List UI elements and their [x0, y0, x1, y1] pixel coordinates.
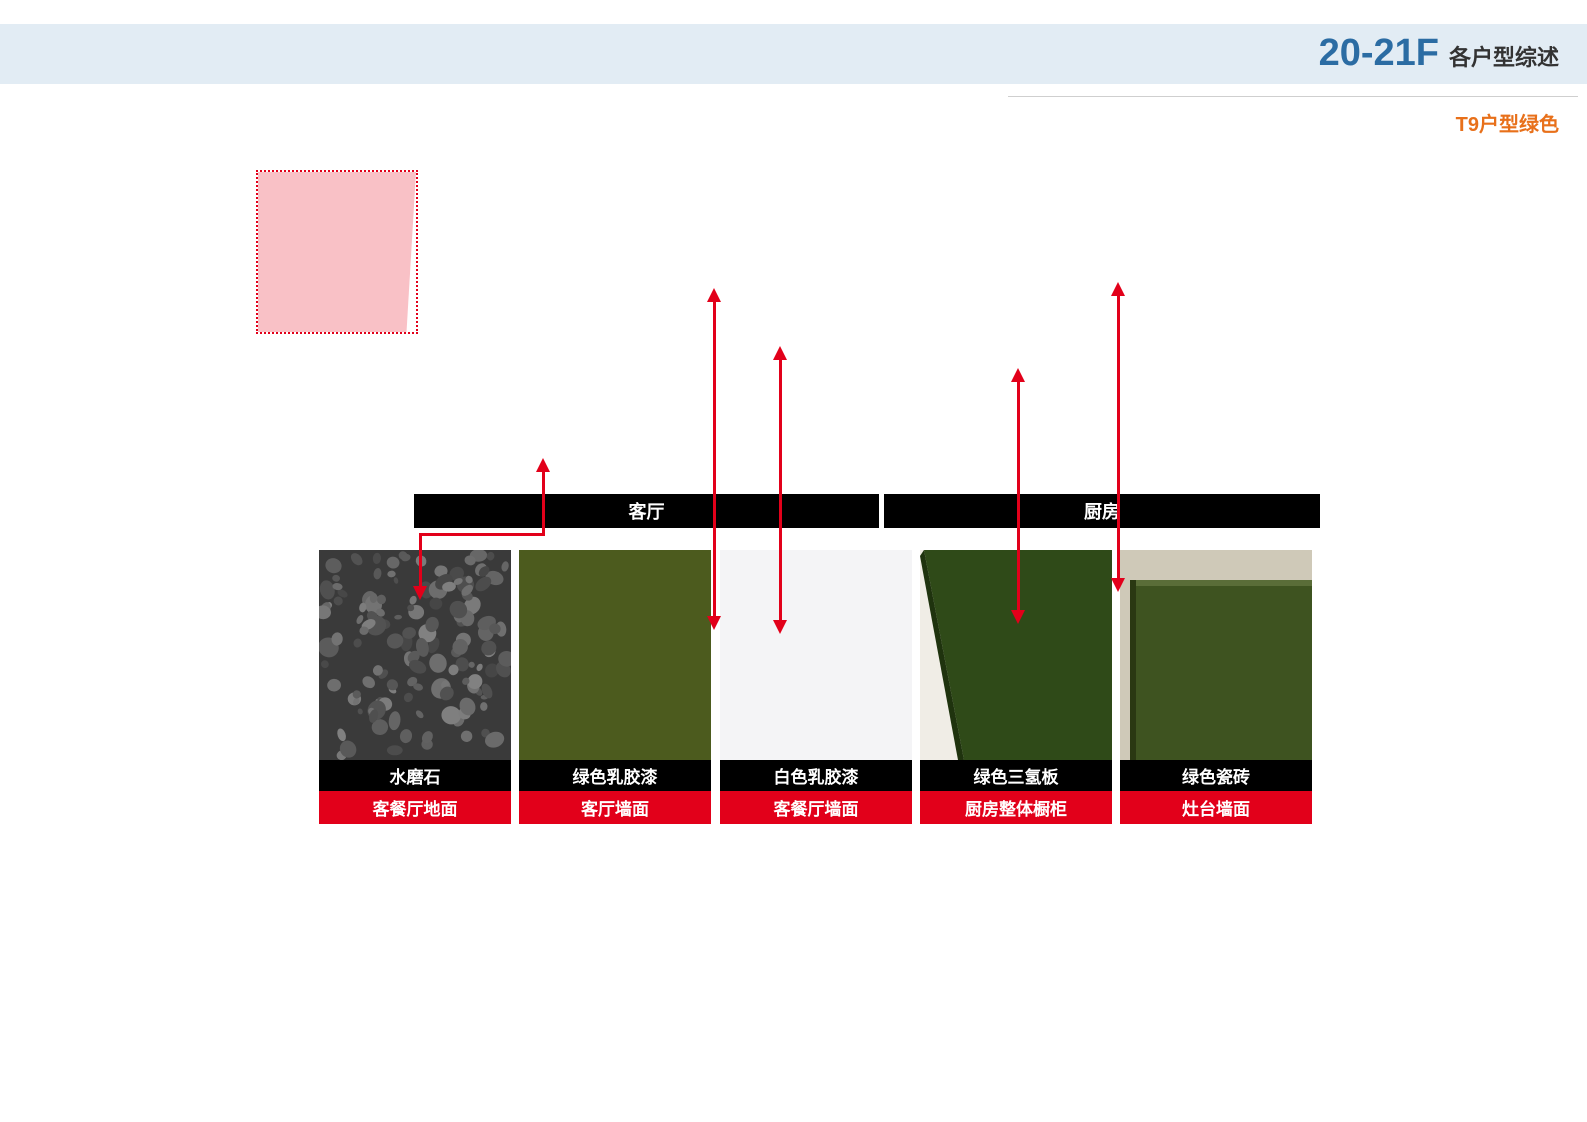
swatch-material-label: 水磨石	[319, 760, 511, 791]
swatch-location-label: 灶台墙面	[1120, 791, 1312, 824]
arrow-line	[1017, 378, 1020, 614]
arrow-head-down-icon	[707, 616, 721, 630]
swatch-location-label: 客厅墙面	[519, 791, 711, 824]
material-swatch: 白色乳胶漆 客餐厅墙面	[720, 550, 912, 824]
material-swatch: 绿色瓷砖 灶台墙面	[1120, 550, 1312, 824]
swatch-location-label: 客餐厅墙面	[720, 791, 912, 824]
arrow-line	[779, 356, 782, 624]
swatch-material-label: 绿色三氢板	[920, 760, 1112, 791]
arrow-line	[419, 533, 545, 536]
arrow-head-down-icon	[773, 620, 787, 634]
swatch-location-label: 客餐厅地面	[319, 791, 511, 824]
header-rule	[1008, 96, 1578, 97]
arrow-head-up-icon	[707, 288, 721, 302]
swatch-image	[920, 550, 1112, 760]
arrow-head-down-icon	[1111, 578, 1125, 592]
arrow-line	[713, 298, 716, 620]
swatch-material-label: 绿色瓷砖	[1120, 760, 1312, 791]
swatch-location-label: 厨房整体橱柜	[920, 791, 1112, 824]
floorplan-highlight-fill	[258, 172, 416, 332]
arrow-head-up-icon	[536, 458, 550, 472]
arrow-line	[1117, 292, 1120, 582]
swatch-material-label: 白色乳胶漆	[720, 760, 912, 791]
arrow-head-up-icon	[773, 346, 787, 360]
swatch-image	[519, 550, 711, 760]
section-bar: 厨房	[884, 494, 1320, 528]
arrow-head-down-icon	[1011, 610, 1025, 624]
section-bar: 客厅	[414, 494, 879, 528]
arrow-head-up-icon	[1011, 368, 1025, 382]
arrow-head-down-icon	[413, 586, 427, 600]
arrow-head-up-icon	[1111, 282, 1125, 296]
header-title-main: 20-21F	[1319, 32, 1439, 75]
swatch-image	[1120, 550, 1312, 760]
floorplan-highlight	[256, 170, 418, 334]
arrow-line	[419, 534, 422, 590]
material-swatch: 绿色乳胶漆 客厅墙面	[519, 550, 711, 824]
arrow-line	[542, 468, 545, 534]
material-swatch: 绿色三氢板 厨房整体橱柜	[920, 550, 1112, 824]
header-title-sub: 各户型综述	[1449, 40, 1559, 72]
swatch-material-label: 绿色乳胶漆	[519, 760, 711, 791]
swatch-image	[319, 550, 511, 760]
swatch-image	[720, 550, 912, 760]
subheader-text: T9户型绿色	[1456, 108, 1559, 137]
header-title: 20-21F 各户型综述	[1319, 32, 1559, 75]
